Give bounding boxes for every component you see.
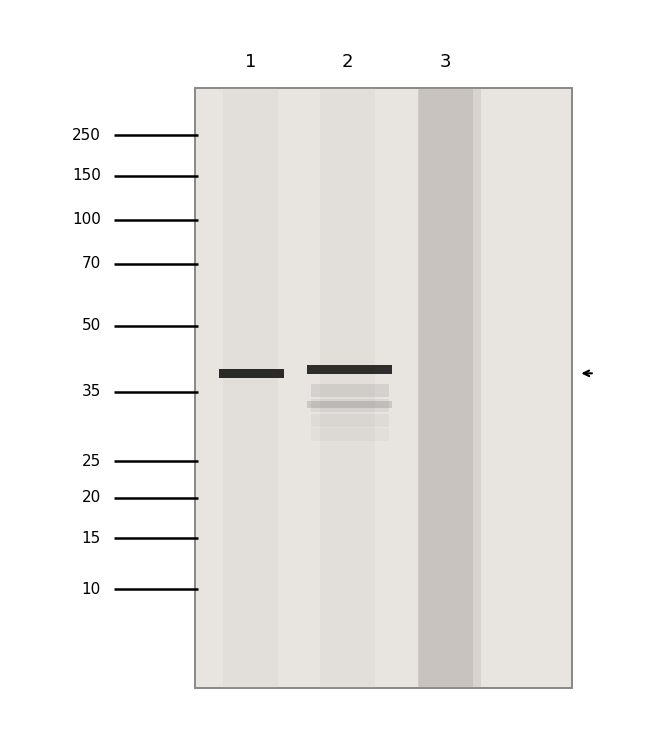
- Text: 3: 3: [439, 53, 451, 71]
- Text: 2: 2: [342, 53, 354, 71]
- Bar: [418, 88, 473, 688]
- Bar: [219, 369, 284, 378]
- Bar: [311, 384, 389, 397]
- Bar: [311, 414, 389, 427]
- Text: 35: 35: [81, 384, 101, 399]
- Bar: [307, 365, 392, 375]
- Bar: [320, 88, 376, 688]
- Text: 20: 20: [81, 490, 101, 505]
- Bar: [195, 88, 572, 688]
- Bar: [307, 401, 392, 408]
- Bar: [195, 88, 572, 688]
- Text: 1: 1: [244, 53, 256, 71]
- Text: 10: 10: [81, 582, 101, 597]
- Text: 250: 250: [72, 128, 101, 143]
- Text: 25: 25: [81, 454, 101, 468]
- Text: 50: 50: [81, 318, 101, 333]
- Text: 70: 70: [81, 256, 101, 271]
- Text: 15: 15: [81, 531, 101, 545]
- Text: 150: 150: [72, 168, 101, 183]
- Bar: [419, 88, 481, 688]
- Bar: [222, 88, 278, 688]
- Bar: [311, 399, 389, 412]
- Text: 100: 100: [72, 212, 101, 227]
- Bar: [311, 428, 389, 441]
